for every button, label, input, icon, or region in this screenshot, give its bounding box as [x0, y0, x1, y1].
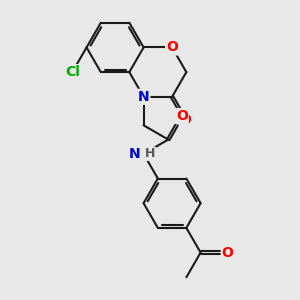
Text: Cl: Cl [65, 65, 80, 79]
Text: O: O [176, 109, 188, 123]
Text: O: O [222, 246, 234, 260]
Text: N: N [138, 90, 149, 104]
Text: N: N [128, 147, 140, 161]
Text: H: H [145, 147, 155, 160]
Text: O: O [180, 113, 192, 127]
Text: O: O [166, 40, 178, 54]
